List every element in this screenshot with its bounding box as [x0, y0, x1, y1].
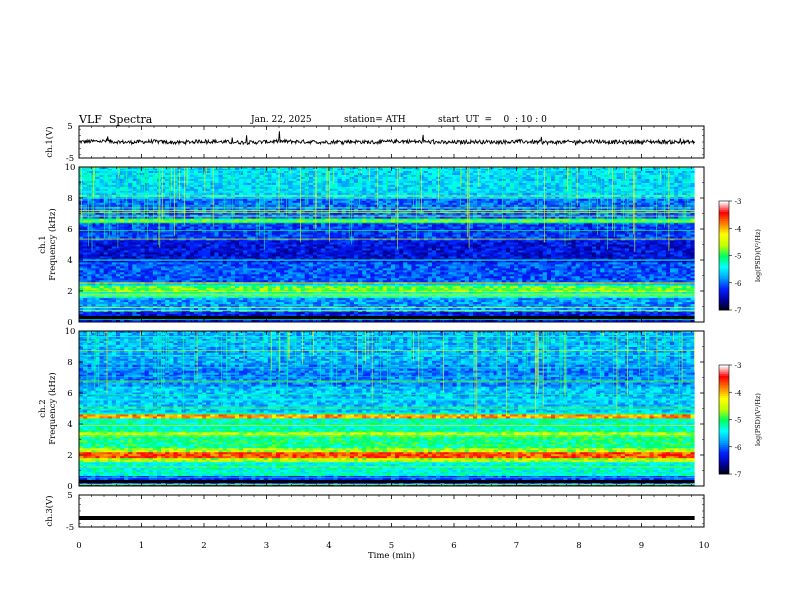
ch1-waveform-ytick-label: -5	[66, 154, 74, 164]
ch2-spectrogram-colorbar-tick-label: -7	[735, 471, 742, 479]
x-axis-label: Time (min)	[368, 550, 415, 561]
ch1-spectrogram-colorbar-tick-label: -5	[735, 253, 742, 261]
ch1-spectrogram-ytick-label: 8	[67, 194, 72, 204]
ch2-spectrogram-ylabel: Frequency (kHz)	[47, 372, 58, 444]
date-label: Jan. 22, 2025	[251, 115, 312, 125]
ch1-spectrogram-colorbar-label: log(PSD)(V²/Hz)	[754, 229, 762, 282]
ch2-spectrogram-ytick-label: 4	[67, 420, 72, 430]
ch1-spectrogram-colorbar	[719, 201, 729, 311]
x-tick-label: 10	[699, 541, 710, 551]
ch3-waveform-ylabel: ch.3(V)	[44, 495, 55, 526]
ch1-spectrogram-colorbar-tick-label: -3	[735, 198, 742, 206]
ch3-waveform-ytick-label: 5	[67, 491, 72, 501]
figure-title: VLF Spectra	[79, 113, 152, 126]
ch2-spectrogram-colorbar-tick-label: -5	[735, 417, 742, 425]
start-time-label: start UT = 0 : 10 : 0	[438, 115, 547, 125]
ch2-spectrogram-ytick-label: 2	[67, 451, 72, 461]
ch1-spectrogram-ytick-label: 2	[67, 287, 72, 297]
ch3-waveform-ytick-label: -5	[66, 523, 74, 533]
ch1-waveform-ytick-label: 5	[67, 122, 72, 132]
x-tick-label: 7	[514, 541, 519, 551]
ch1-spectrogram-colorbar-tick-label: -4	[735, 225, 742, 233]
ch1-spectrogram-colorbar-tick-label: -6	[735, 280, 742, 288]
ch2-spectrogram-image	[79, 331, 704, 487]
ch2-spectrogram-colorbar-label: log(PSD)(V²/Hz)	[754, 393, 762, 446]
ch1-spectrogram-ytick-label: 4	[67, 256, 72, 266]
x-tick-label: 9	[639, 541, 644, 551]
ch2-spectrogram-ytick-label: 6	[67, 389, 72, 399]
x-tick-label: 2	[201, 541, 206, 551]
x-tick-label: 0	[76, 541, 81, 551]
ch2-spectrogram-ytick-label: 0	[67, 482, 72, 492]
x-tick-label: 5	[389, 541, 394, 551]
ch1-spectrogram-image	[79, 167, 704, 323]
ch3-waveform-frame	[78, 494, 705, 528]
ch2-spectrogram-ytick-label: 10	[65, 327, 76, 337]
ch1-spectrogram-ytick-label: 6	[67, 225, 72, 235]
ch2-spectrogram-colorbar	[719, 365, 729, 475]
ch2-spectrogram-ylabel-channel: ch.2	[38, 399, 48, 417]
ch2-spectrogram-colorbar-tick-label: -6	[735, 444, 742, 452]
ch1-spectrogram-ytick-label: 10	[65, 163, 76, 173]
x-tick-label: 4	[326, 541, 331, 551]
x-tick-label: 6	[451, 541, 456, 551]
ch1-spectrogram-colorbar-tick-label: -7	[735, 307, 742, 315]
ch1-waveform-ylabel: ch.1(V)	[44, 126, 55, 157]
x-tick-label: 1	[139, 541, 144, 551]
x-tick-label: 8	[576, 541, 581, 551]
ch2-spectrogram-colorbar-tick-label: -3	[735, 362, 742, 370]
ch1-spectrogram-ylabel: Frequency (kHz)	[47, 208, 58, 280]
ch1-waveform-trace	[78, 131, 696, 146]
ch1-spectrogram-ylabel-channel: ch.1	[38, 235, 48, 253]
ch2-spectrogram-colorbar-tick-label: -4	[735, 389, 742, 397]
ch2-spectrogram-ytick-label: 8	[67, 358, 72, 368]
station-label: station= ATH	[344, 115, 406, 125]
ch1-spectrogram-ytick-label: 0	[67, 318, 72, 328]
x-tick-label: 3	[264, 541, 269, 551]
